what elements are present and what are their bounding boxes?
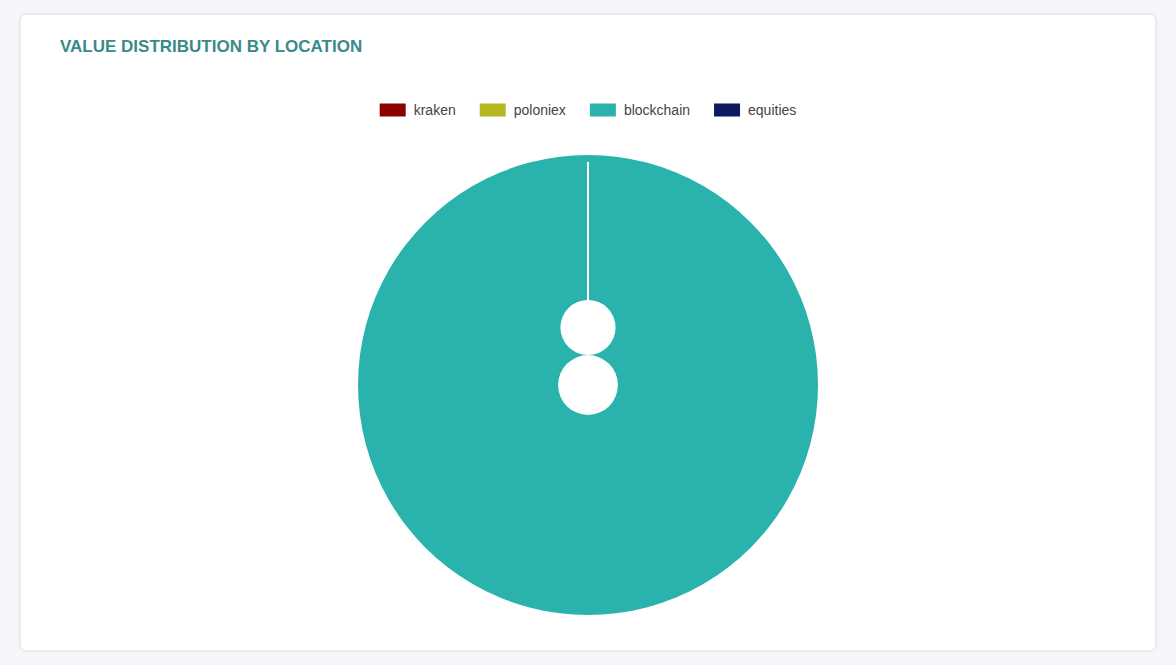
legend-label: poloniex [514, 102, 566, 118]
title: VALUE DISTRIBUTION BY LOCATION [60, 37, 362, 56]
pie [358, 155, 818, 615]
legend-swatch [380, 104, 406, 117]
legend-item: poloniex [480, 102, 566, 118]
legend-item: kraken [380, 102, 456, 118]
legend-label: equities [748, 102, 796, 118]
slice [358, 155, 818, 615]
legend-label: blockchain [624, 102, 690, 118]
donut-hole [558, 355, 618, 415]
background [0, 0, 1176, 665]
chart: VALUE DISTRIBUTION BY LOCATION kraken polo… [0, 0, 1176, 665]
legend-swatch [480, 104, 506, 117]
legend-item: blockchain [590, 102, 690, 118]
legend: kraken poloniex blockchain equities [380, 102, 797, 118]
legend-label: kraken [414, 102, 456, 118]
legend-swatch [590, 104, 616, 117]
card [20, 14, 1156, 651]
legend-swatch [714, 104, 740, 117]
marker-circle [560, 300, 615, 355]
legend-item: equities [714, 102, 796, 118]
